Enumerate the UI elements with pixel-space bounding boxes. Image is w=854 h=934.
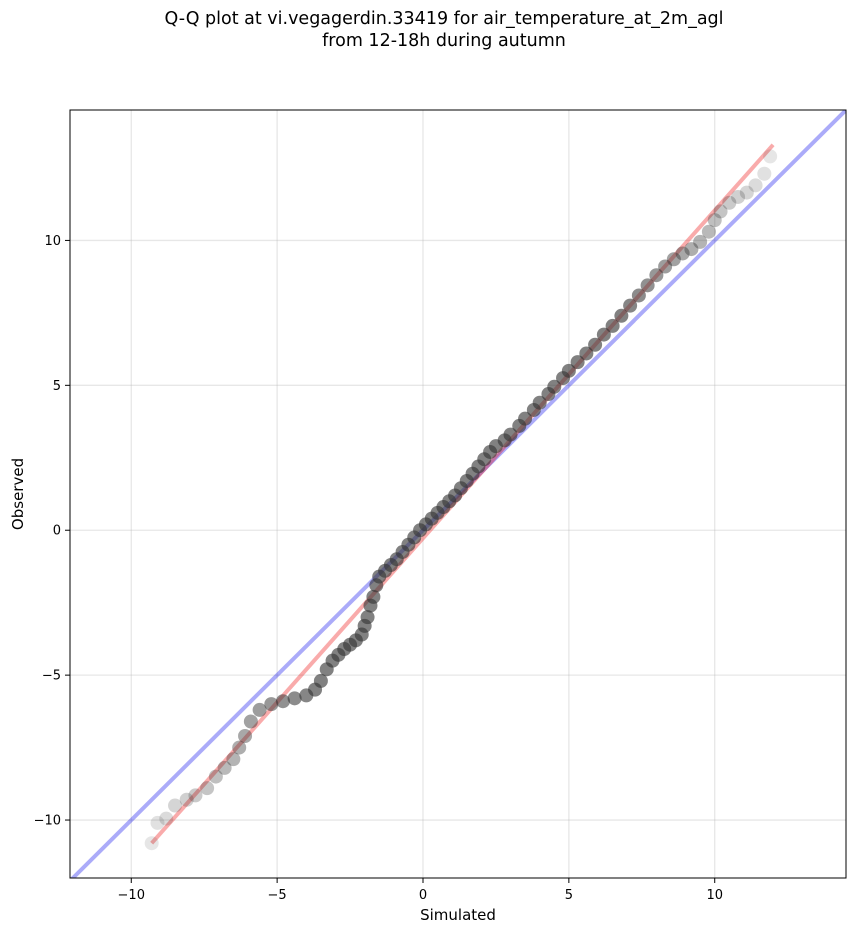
- qq-point: [518, 411, 533, 426]
- chart-title-line-1: Q-Q plot at vi.vegagerdin.33419 for air_…: [164, 9, 724, 29]
- qq-point: [684, 242, 699, 257]
- qq-point: [159, 811, 174, 826]
- qq-point: [570, 355, 585, 370]
- qq-point: [722, 195, 737, 210]
- plot-frame: [69, 109, 847, 879]
- y-tick-label: 10: [44, 234, 61, 249]
- qq-point: [713, 204, 728, 219]
- qq-point: [623, 298, 638, 313]
- qq-point: [658, 259, 673, 274]
- qq-point: [150, 815, 165, 830]
- qq-point: [264, 697, 279, 712]
- qq-point: [748, 178, 763, 193]
- x-axis-label: Simulated: [420, 906, 496, 924]
- qq-point: [675, 246, 690, 261]
- qq-point: [707, 213, 722, 228]
- qq-point: [243, 714, 258, 729]
- qq-point: [179, 792, 194, 807]
- y-tick-label: −10: [34, 814, 61, 829]
- qq-point: [614, 308, 629, 323]
- axes: −10 −5 0 5 10 −10 −5 0 5 10: [34, 234, 723, 903]
- chart-title-line-2: from 12-18h during autumn: [322, 31, 566, 51]
- qq-point: [188, 788, 203, 803]
- qq-point: [168, 798, 183, 813]
- qq-point: [731, 189, 746, 204]
- qq-point: [366, 589, 381, 604]
- qq-point: [547, 379, 562, 394]
- x-tick-label: 5: [565, 888, 573, 903]
- chart-title: Q-Q plot at vi.vegagerdin.33419 for air_…: [0, 8, 854, 52]
- qq-point: [588, 337, 603, 352]
- y-tick-label: 0: [53, 524, 61, 539]
- x-tick-label: 10: [706, 888, 723, 903]
- y-tick-label: 5: [53, 379, 61, 394]
- plot-area: [70, 110, 846, 878]
- qq-point: [649, 268, 664, 283]
- y-axis-label: Observed: [9, 458, 27, 530]
- qq-point: [579, 346, 594, 361]
- qq-point: [666, 252, 681, 267]
- qq-point: [252, 702, 267, 717]
- qq-point: [640, 278, 655, 293]
- qq-point: [226, 752, 241, 767]
- qq-point: [313, 673, 328, 688]
- x-tick-label: 0: [419, 888, 427, 903]
- qq-point: [275, 694, 290, 709]
- qq-point: [763, 149, 778, 164]
- qq-point: [287, 691, 302, 706]
- qq-point: [238, 728, 253, 743]
- qq-point: [757, 166, 772, 181]
- qq-point: [605, 318, 620, 333]
- qq-point: [561, 363, 576, 378]
- qq-point: [693, 234, 708, 249]
- x-tick-label: −10: [118, 888, 145, 903]
- grid-lines: [70, 110, 846, 878]
- qq-point: [200, 781, 215, 796]
- qq-point: [232, 740, 247, 755]
- qq-point: [701, 224, 716, 239]
- qq-point: [631, 288, 646, 303]
- y-tick-label: −5: [42, 669, 61, 684]
- x-tick-label: −5: [268, 888, 287, 903]
- qq-point: [360, 610, 375, 625]
- qq-point: [503, 427, 518, 442]
- qq-point: [739, 185, 754, 200]
- qq-point: [596, 327, 611, 342]
- qq-point: [144, 836, 159, 851]
- qq-point: [208, 769, 223, 784]
- qq-point: [532, 395, 547, 410]
- qq-point: [217, 760, 232, 775]
